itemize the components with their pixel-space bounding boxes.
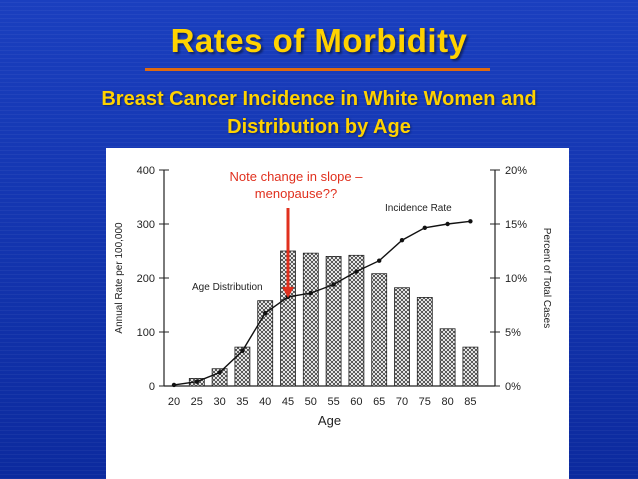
chart-panel: 0 100 200 300 400 0% 5% 10% 15% 20% 20 25 30 35 40 45 50… [106,148,569,479]
age-distribution-bar [302,252,319,387]
subtitle-line-1: Breast Cancer Incidence in White Women a… [101,88,537,110]
y-tick-label-right: 20% [505,165,527,177]
age-distribution-bar [462,346,479,387]
x-axis-label: Age [318,413,341,428]
age-distribution-bar [234,346,251,387]
age-distribution-bar [394,287,410,387]
age-distribution-bar [371,273,388,387]
y-tick-label-right: 10% [505,273,527,285]
incidence-rate-point [217,370,222,375]
incidence-rate-point [468,219,473,224]
subtitle-line-2: Distribution by Age [227,116,411,138]
y-tick-label-right: 5% [505,327,521,339]
slide-subtitle: Breast Cancer Incidence in White Women a… [30,85,608,141]
incidence-rate-point [240,348,245,354]
y-axis-label-left: Annual Rate per 100,000 [114,222,125,334]
incidence-rate-point [422,225,427,230]
age-distribution-bar [257,300,274,387]
x-tick-label: 30 [213,396,225,408]
x-tick-label: 45 [282,396,294,408]
age-distribution-bar [211,368,228,387]
x-tick-label: 35 [236,396,248,408]
series-label-incidence-rate: Incidence Rate [385,203,452,214]
slope-note-line-1: Note change in slope – [229,169,363,184]
x-tick-label: 70 [396,396,408,408]
x-tick-label: 65 [373,396,385,408]
slide-title: Rates of Morbidity [170,22,468,59]
x-tick-label: 40 [259,396,271,408]
chart-svg: 0 100 200 300 400 0% 5% 10% 15% 20% 20 25 30 35 40 45 50… [114,165,552,428]
age-distribution-bar [416,297,433,387]
incidence-rate-point [354,269,359,274]
incidence-rate-point [331,282,336,287]
incidence-rate-point [445,221,450,227]
age-distribution-bar [439,328,456,387]
age-distribution-bar [348,254,365,387]
y-tick-label-left: 300 [137,219,155,231]
y-tick-label-right: 0% [505,381,521,393]
incidence-rate-line [173,220,471,386]
y-tick-label-right: 15% [505,219,527,231]
y-tick-label-left: 200 [137,273,155,285]
title-underline [145,68,490,71]
slope-note: Note change in slope – menopause?? [204,168,388,202]
series-label-age-distribution: Age Distribution [192,282,263,293]
incidence-rate-point [308,290,313,296]
incidence-rate-point [399,238,405,243]
y-axis-label-right: Percent of Total Cases [541,228,552,328]
slope-note-line-2: menopause?? [254,186,338,201]
x-tick-label: 20 [168,396,180,408]
age-distribution-bar [325,256,342,387]
incidence-rate-point [194,379,199,384]
incidence-rate-point [171,382,177,388]
x-tick-label: 85 [464,396,476,408]
x-tick-label: 80 [441,396,453,408]
x-tick-label: 75 [419,396,431,408]
x-tick-label: 50 [305,396,317,408]
x-tick-label: 55 [327,396,339,408]
x-tick-label: 25 [191,396,203,408]
annotation-arrow-head [282,286,294,298]
y-tick-label-left: 100 [137,327,155,339]
x-tick-label: 60 [350,396,362,408]
y-tick-label-left: 0 [149,381,155,393]
y-tick-label-left: 400 [137,165,155,177]
incidence-rate-point [263,310,268,316]
incidence-rate-point [377,258,382,263]
